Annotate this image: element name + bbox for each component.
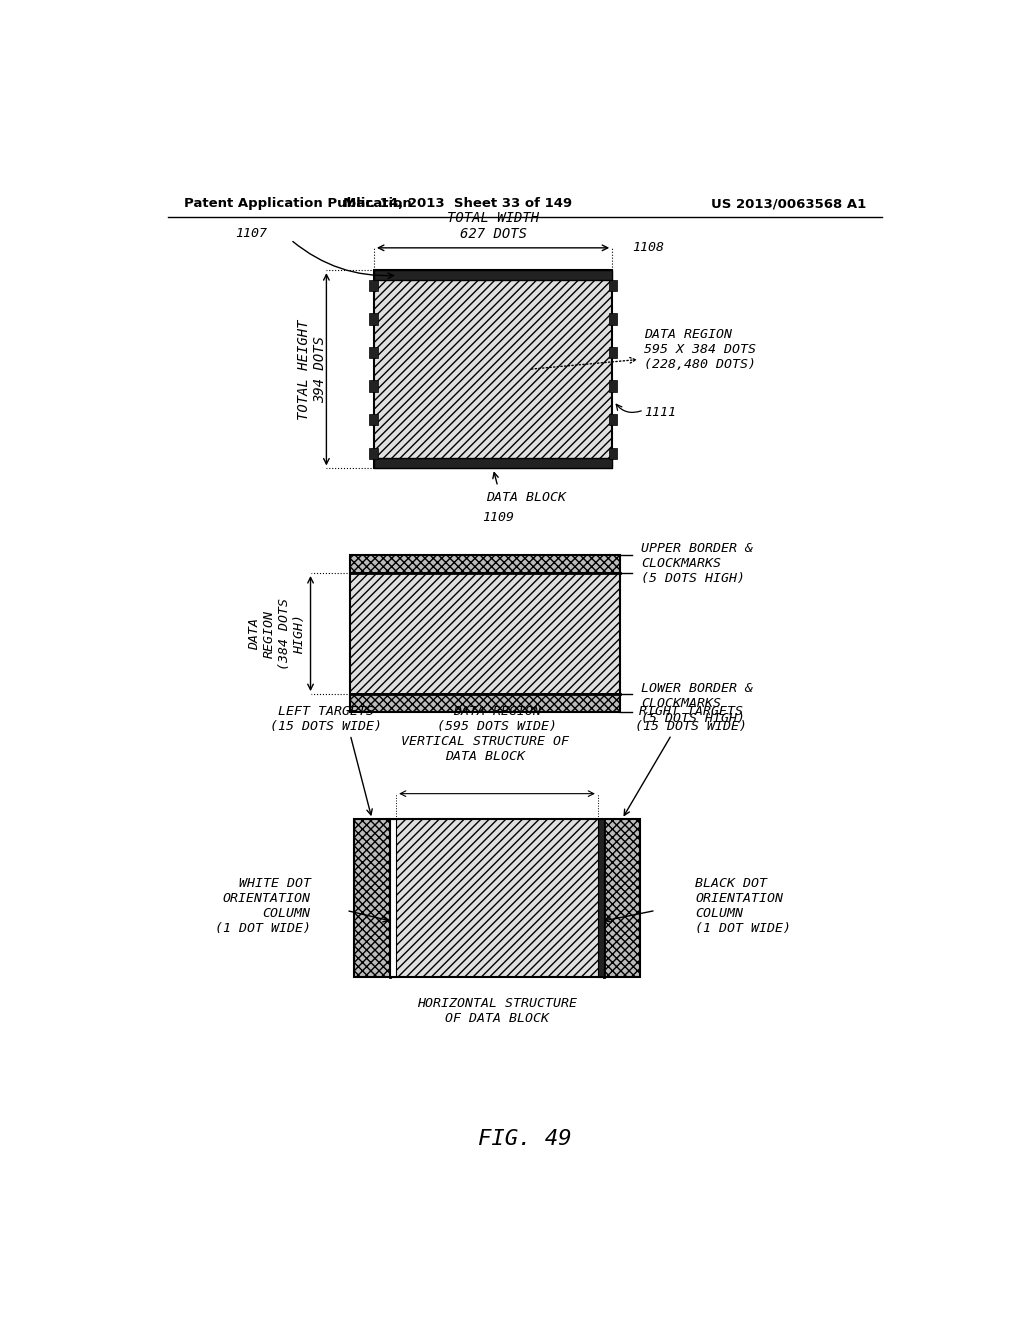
Bar (374, 458, 612, 469)
Bar (369, 347, 378, 358)
Text: BLACK DOT
ORIENTATION
COLUMN
(1 DOT WIDE): BLACK DOT ORIENTATION COLUMN (1 DOT WIDE… (695, 876, 792, 935)
Bar (390, 818, 604, 977)
Text: DATA BLOCK: DATA BLOCK (486, 491, 566, 504)
Text: US 2013/0063568 A1: US 2013/0063568 A1 (711, 197, 866, 210)
Bar (350, 573, 621, 694)
Text: DATA
REGION
(384 DOTS
HIGH): DATA REGION (384 DOTS HIGH) (248, 598, 306, 669)
Text: 1107: 1107 (234, 227, 267, 240)
Text: FIG. 49: FIG. 49 (478, 1130, 571, 1150)
Bar (608, 347, 617, 358)
Bar (369, 447, 378, 459)
Bar (608, 447, 617, 459)
Text: 1108: 1108 (632, 242, 664, 255)
Bar (608, 380, 617, 392)
Bar (369, 414, 378, 425)
Bar (604, 818, 640, 977)
Text: TOTAL WIDTH
627 DOTS: TOTAL WIDTH 627 DOTS (447, 210, 539, 240)
Text: 1111: 1111 (644, 407, 676, 420)
Text: Mar. 14, 2013  Sheet 33 of 149: Mar. 14, 2013 Sheet 33 of 149 (343, 197, 572, 210)
Text: DATA REGION
(595 DOTS WIDE): DATA REGION (595 DOTS WIDE) (437, 705, 557, 733)
Bar (354, 818, 640, 977)
Bar (350, 694, 621, 713)
Bar (608, 313, 617, 325)
Text: TOTAL HEIGHT
394 DOTS: TOTAL HEIGHT 394 DOTS (297, 319, 328, 420)
Text: UPPER BORDER &
CLOCKMARKS
(5 DOTS HIGH): UPPER BORDER & CLOCKMARKS (5 DOTS HIGH) (641, 543, 754, 586)
Text: HORIZONTAL STRUCTURE
OF DATA BLOCK: HORIZONTAL STRUCTURE OF DATA BLOCK (417, 997, 578, 1024)
Text: LOWER BORDER &
CLOCKMARKS
(5 DOTS HIGH): LOWER BORDER & CLOCKMARKS (5 DOTS HIGH) (641, 681, 754, 725)
Text: DATA REGION
595 X 384 DOTS
(228,480 DOTS): DATA REGION 595 X 384 DOTS (228,480 DOTS… (644, 327, 756, 371)
Bar (390, 818, 396, 977)
Bar (350, 554, 621, 713)
Bar (369, 280, 378, 290)
Text: VERTICAL STRUCTURE OF
DATA BLOCK: VERTICAL STRUCTURE OF DATA BLOCK (401, 735, 569, 763)
Bar (598, 818, 604, 977)
Bar (608, 280, 617, 290)
Bar (369, 380, 378, 392)
Bar (354, 818, 390, 977)
Bar (374, 271, 612, 280)
Text: WHITE DOT
ORIENTATION
COLUMN
(1 DOT WIDE): WHITE DOT ORIENTATION COLUMN (1 DOT WIDE… (215, 876, 310, 935)
Text: LEFT TARGETS
(15 DOTS WIDE): LEFT TARGETS (15 DOTS WIDE) (270, 705, 382, 733)
Text: 1109: 1109 (482, 511, 514, 524)
Bar (369, 313, 378, 325)
Text: Patent Application Publication: Patent Application Publication (183, 197, 412, 210)
Bar (350, 554, 621, 573)
Text: RIGHT TARGETS
(15 DOTS WIDE): RIGHT TARGETS (15 DOTS WIDE) (636, 705, 748, 733)
Bar (374, 271, 612, 469)
Bar (608, 414, 617, 425)
